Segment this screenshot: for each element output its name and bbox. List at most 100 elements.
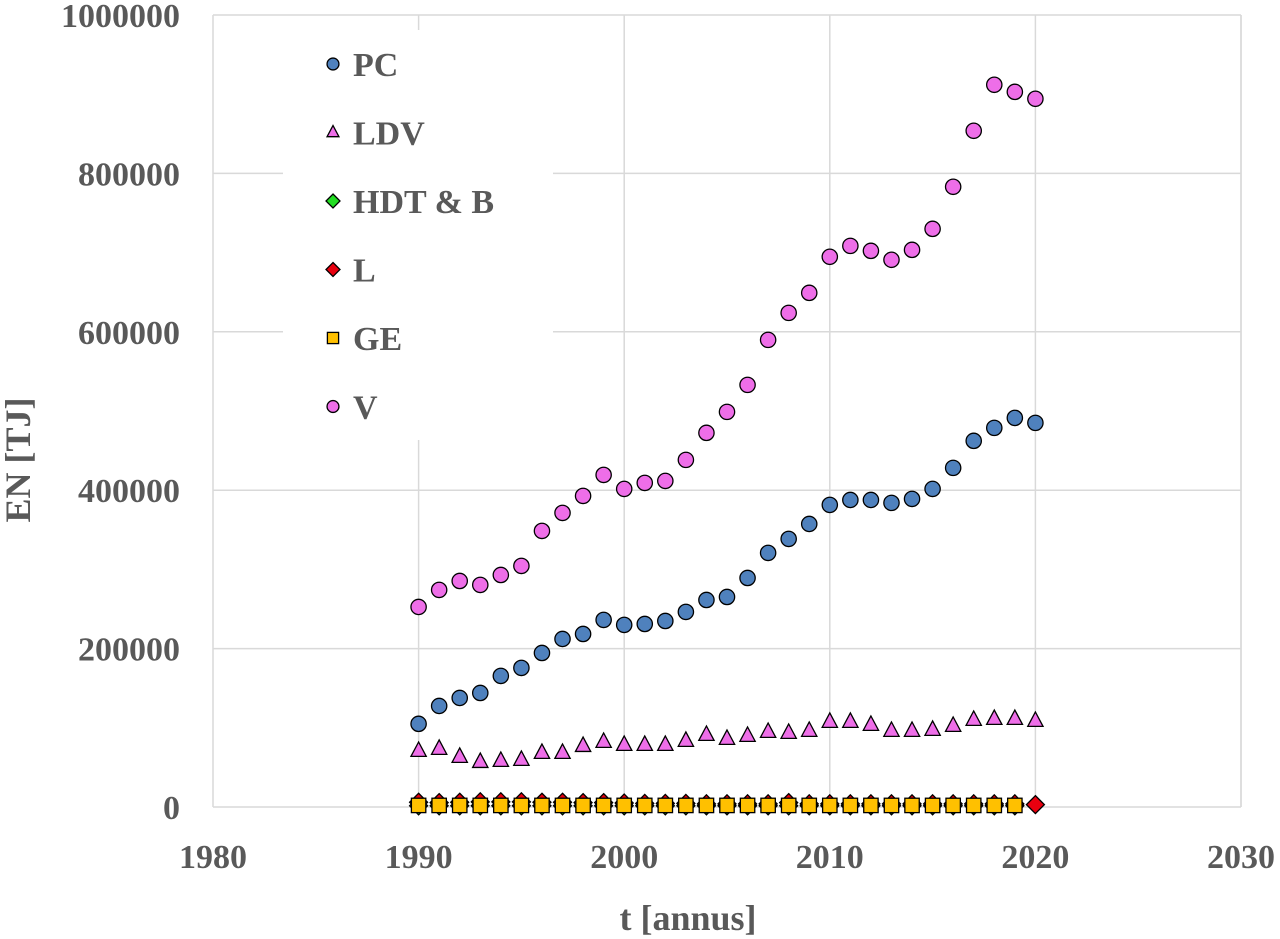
y-tick-label: 0 (163, 790, 180, 827)
point-ldv (553, 742, 572, 760)
legend-marker-ge (326, 331, 340, 345)
point-l (1025, 794, 1046, 815)
point-pc (677, 603, 695, 621)
x-tick-label: 2030 (1207, 839, 1275, 876)
point-ldv (656, 734, 675, 752)
point-v (533, 522, 551, 540)
point-ldv (738, 725, 757, 743)
legend-label-l: L (353, 253, 376, 290)
point-pc (800, 515, 818, 533)
point-ldv (697, 724, 716, 742)
point-ldv (779, 722, 798, 739)
point-ge (904, 797, 920, 814)
point-ldv (903, 720, 921, 738)
point-pc (1027, 414, 1044, 432)
point-ge (698, 797, 715, 814)
point-pc (1006, 409, 1024, 427)
point-ldv (636, 734, 654, 752)
point-ge (780, 797, 797, 814)
legend-marker-v (326, 399, 340, 414)
x-tick-label: 1990 (385, 839, 453, 876)
point-v (903, 241, 921, 259)
legend-label-ge: GE (353, 321, 402, 358)
y-tick-label: 600000 (78, 315, 180, 352)
point-pc (430, 697, 448, 715)
point-v (965, 122, 983, 140)
point-v (698, 424, 715, 442)
point-ldv (985, 708, 1004, 726)
point-pc (759, 544, 777, 562)
point-v (924, 220, 941, 238)
legend: PC LDV HDT & B L GE V (325, 47, 494, 427)
point-pc (636, 615, 654, 633)
point-ge (924, 797, 941, 814)
y-tick-label: 400000 (78, 473, 180, 510)
point-ge (554, 797, 571, 814)
point-ldv (964, 709, 983, 727)
y-tick-label: 1000000 (61, 0, 180, 35)
point-v (944, 178, 962, 196)
legend-label-hdt-b: HDT & B (353, 184, 494, 221)
point-ge (410, 797, 427, 814)
point-ldv (533, 742, 551, 760)
point-v (410, 598, 427, 616)
point-v (821, 248, 839, 266)
legend-marker-l (325, 261, 341, 278)
point-ge (842, 797, 859, 814)
legend-label-pc: PC (353, 47, 398, 84)
point-v (985, 76, 1003, 94)
point-ldv (409, 740, 428, 758)
point-pc (739, 569, 756, 587)
point-v (677, 451, 695, 469)
point-ge (595, 797, 612, 814)
point-ge (863, 797, 879, 814)
point-ldv (677, 730, 695, 747)
point-pc (574, 625, 592, 643)
point-ge (883, 797, 900, 814)
point-pc (842, 491, 859, 509)
point-ge (760, 797, 776, 814)
point-ldv (841, 711, 860, 728)
point-v (842, 237, 859, 255)
legend-background (283, 30, 553, 440)
point-ldv (594, 731, 613, 749)
point-ldv (615, 734, 633, 752)
point-ldv (574, 735, 592, 753)
point-pc (821, 496, 839, 514)
point-ldv (944, 715, 962, 733)
point-ldv (1026, 710, 1045, 728)
point-ldv (882, 720, 901, 738)
point-pc (718, 588, 736, 606)
point-ge (821, 797, 838, 814)
x-tick-label: 2010 (796, 839, 864, 876)
point-v (513, 557, 530, 575)
point-pc (657, 612, 674, 630)
point-pc (944, 459, 962, 477)
point-ge (636, 797, 653, 814)
point-ldv (471, 751, 490, 769)
point-ldv (430, 738, 448, 755)
point-v (636, 474, 654, 492)
point-v (615, 480, 633, 498)
point-ldv (492, 750, 510, 768)
point-ge (513, 797, 530, 814)
legend-marker-hdt-b (325, 193, 341, 209)
point-ge (492, 797, 509, 814)
point-v (595, 466, 612, 484)
x-tick-label: 2000 (590, 839, 658, 876)
point-v (471, 576, 489, 594)
point-ge (534, 797, 550, 814)
point-v (451, 572, 469, 590)
x-tick-label: 1980 (179, 839, 247, 876)
point-ge (678, 797, 694, 814)
tick-labels: 1980 1990 2000 2010 2020 2030 0 200000 400000 600… (61, 0, 1275, 876)
point-v (492, 566, 510, 584)
point-ge (739, 797, 756, 814)
legend-marker-ldv (325, 124, 341, 138)
point-ge (945, 797, 962, 814)
point-ge (719, 797, 735, 814)
legend-label-v: V (353, 390, 378, 427)
point-pc (615, 616, 633, 634)
point-v (1006, 83, 1024, 101)
